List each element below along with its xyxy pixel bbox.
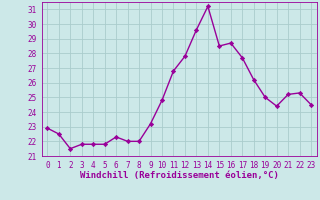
X-axis label: Windchill (Refroidissement éolien,°C): Windchill (Refroidissement éolien,°C) <box>80 171 279 180</box>
